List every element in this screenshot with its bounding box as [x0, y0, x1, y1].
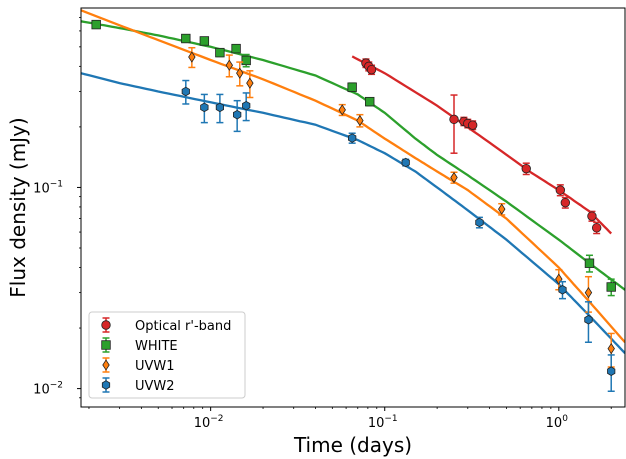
data-point-hexagon: [347, 133, 357, 143]
legend-marker-diamond: [102, 359, 110, 371]
model-line-diamond: [81, 9, 625, 343]
y-tick-label: 10−2: [33, 381, 63, 398]
data-point-diamond: [498, 203, 506, 215]
data-point-square: [347, 82, 357, 92]
data-point-diamond: [236, 67, 244, 79]
data-point-square: [91, 19, 101, 30]
data-point-hexagon: [200, 102, 209, 113]
data-point-diamond: [225, 59, 234, 71]
data-point-hexagon: [475, 217, 484, 228]
data-point-diamond: [607, 342, 615, 355]
y-axis-title: Flux density (mJy): [6, 117, 30, 297]
data-point-square: [215, 47, 225, 58]
data-point-hexagon: [401, 157, 410, 168]
legend-label: UVW2: [135, 379, 175, 394]
data-point-diamond: [246, 77, 254, 89]
legend-marker-hexagon: [101, 380, 111, 390]
y-tick-label: 10−1: [33, 179, 63, 196]
axis-ticks: 10−2 10−1 100 10−2 10−1: [33, 17, 612, 431]
data-point-hexagon: [607, 366, 616, 376]
legend-marker-circle: [101, 320, 111, 330]
data-point-circle: [467, 120, 478, 130]
data-point-circle: [366, 64, 377, 75]
data-point-hexagon: [215, 102, 225, 113]
data-point-hexagon: [242, 100, 251, 111]
legend-label: UVW1: [135, 359, 175, 374]
data-point-hexagon: [181, 86, 190, 97]
data-point-square: [181, 33, 191, 44]
plot-frame: [80, 7, 626, 408]
model-line-square: [81, 20, 625, 291]
legend-label: Optical r'-band: [135, 319, 231, 334]
data-point-hexagon: [558, 285, 567, 295]
legend-marker-square: [101, 340, 111, 350]
model-curves: [81, 9, 625, 354]
data-point-hexagon: [584, 314, 593, 325]
data-point-square: [241, 55, 251, 66]
data-point-circle: [449, 114, 459, 125]
x-axis-title: Time (days): [293, 433, 412, 457]
data-point-square: [365, 96, 375, 107]
legend-label: WHITE: [135, 339, 178, 354]
data-point-square: [606, 282, 616, 292]
data-point-diamond: [584, 286, 593, 299]
x-tick-label: 10−1: [368, 414, 398, 431]
data-points: [91, 19, 616, 393]
data-point-square: [199, 36, 210, 46]
data-point-hexagon: [232, 109, 242, 120]
data-point-circle: [555, 185, 566, 195]
data-point-square: [584, 258, 595, 268]
data-point-circle: [591, 223, 602, 233]
data-point-circle: [587, 211, 597, 221]
data-point-diamond: [450, 171, 458, 184]
data-point-diamond: [188, 51, 196, 63]
data-point-diamond: [356, 114, 364, 127]
data-point-diamond: [338, 104, 346, 116]
data-point-circle: [560, 197, 571, 208]
x-tick-label: 100: [546, 414, 569, 431]
data-point-square: [231, 43, 241, 54]
x-tick-label: 10−2: [194, 414, 224, 431]
model-line-circle: [351, 55, 613, 235]
data-point-circle: [521, 163, 531, 174]
legend-box: [88, 311, 246, 399]
model-line-hexagon: [81, 72, 625, 354]
legend: Optical r'-band WHITE UVW1 UVW2: [88, 311, 246, 399]
